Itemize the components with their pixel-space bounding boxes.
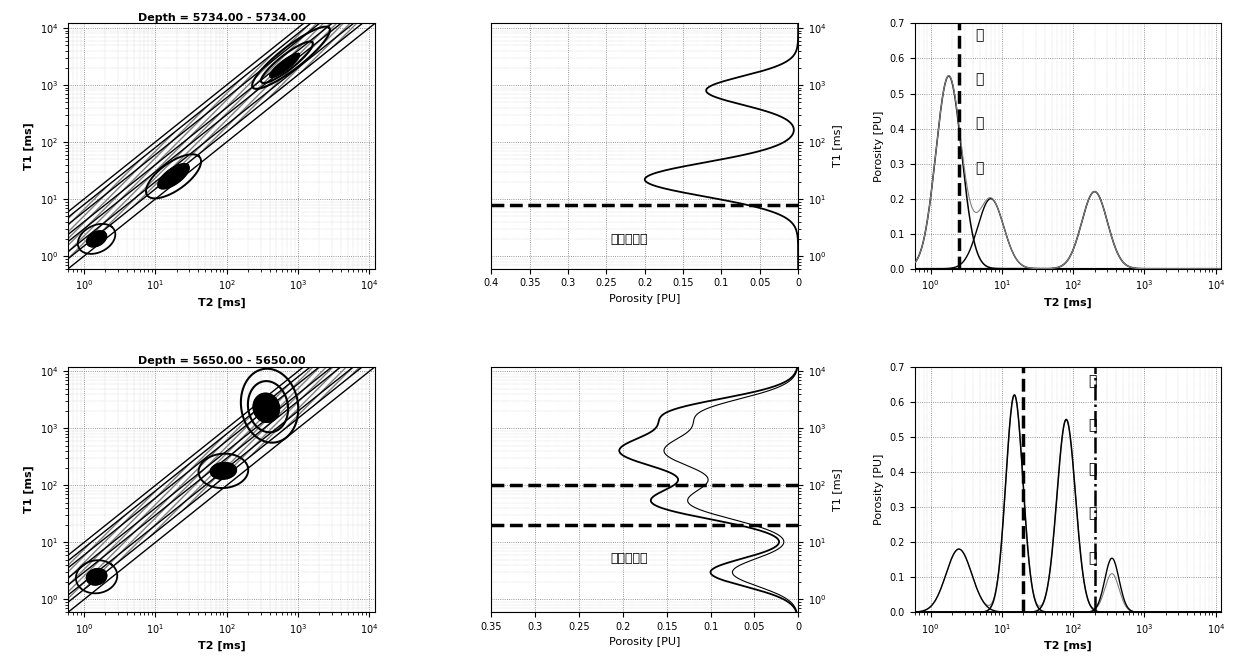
Text: 毛管束缚水: 毛管束缚水: [611, 552, 649, 565]
Text: 粘: 粘: [975, 28, 983, 42]
Polygon shape: [159, 164, 188, 189]
Polygon shape: [87, 231, 107, 247]
Y-axis label: T1 [ms]: T1 [ms]: [24, 122, 35, 170]
Y-axis label: T1 [ms]: T1 [ms]: [832, 124, 842, 167]
Title: Depth = 5734.00 - 5734.00: Depth = 5734.00 - 5734.00: [138, 13, 305, 23]
Polygon shape: [253, 393, 279, 422]
X-axis label: T2 [ms]: T2 [ms]: [1044, 641, 1092, 652]
Text: 缚: 缚: [1089, 506, 1096, 520]
Title: Depth = 5650.00 - 5650.00: Depth = 5650.00 - 5650.00: [138, 356, 305, 366]
Y-axis label: T1 [ms]: T1 [ms]: [24, 466, 35, 513]
X-axis label: Porosity [PU]: Porosity [PU]: [609, 294, 681, 304]
Text: 粘土束缚水: 粘土束缚水: [611, 233, 649, 246]
Text: 毛: 毛: [1089, 374, 1096, 388]
Y-axis label: Porosity [PU]: Porosity [PU]: [874, 110, 884, 182]
X-axis label: T2 [ms]: T2 [ms]: [197, 298, 246, 308]
Polygon shape: [87, 569, 107, 585]
Text: 土: 土: [975, 72, 983, 86]
Polygon shape: [211, 463, 236, 479]
Text: 缚: 缚: [975, 161, 983, 175]
Y-axis label: Porosity [PU]: Porosity [PU]: [874, 454, 884, 525]
Text: 水: 水: [1089, 551, 1096, 565]
Y-axis label: T1 [ms]: T1 [ms]: [832, 468, 842, 511]
X-axis label: T2 [ms]: T2 [ms]: [197, 641, 246, 652]
Text: 束: 束: [975, 116, 983, 130]
Text: 管: 管: [1089, 418, 1096, 432]
X-axis label: Porosity [PU]: Porosity [PU]: [609, 638, 681, 648]
X-axis label: T2 [ms]: T2 [ms]: [1044, 298, 1092, 308]
Text: 束: 束: [1089, 462, 1096, 476]
Polygon shape: [270, 54, 299, 77]
